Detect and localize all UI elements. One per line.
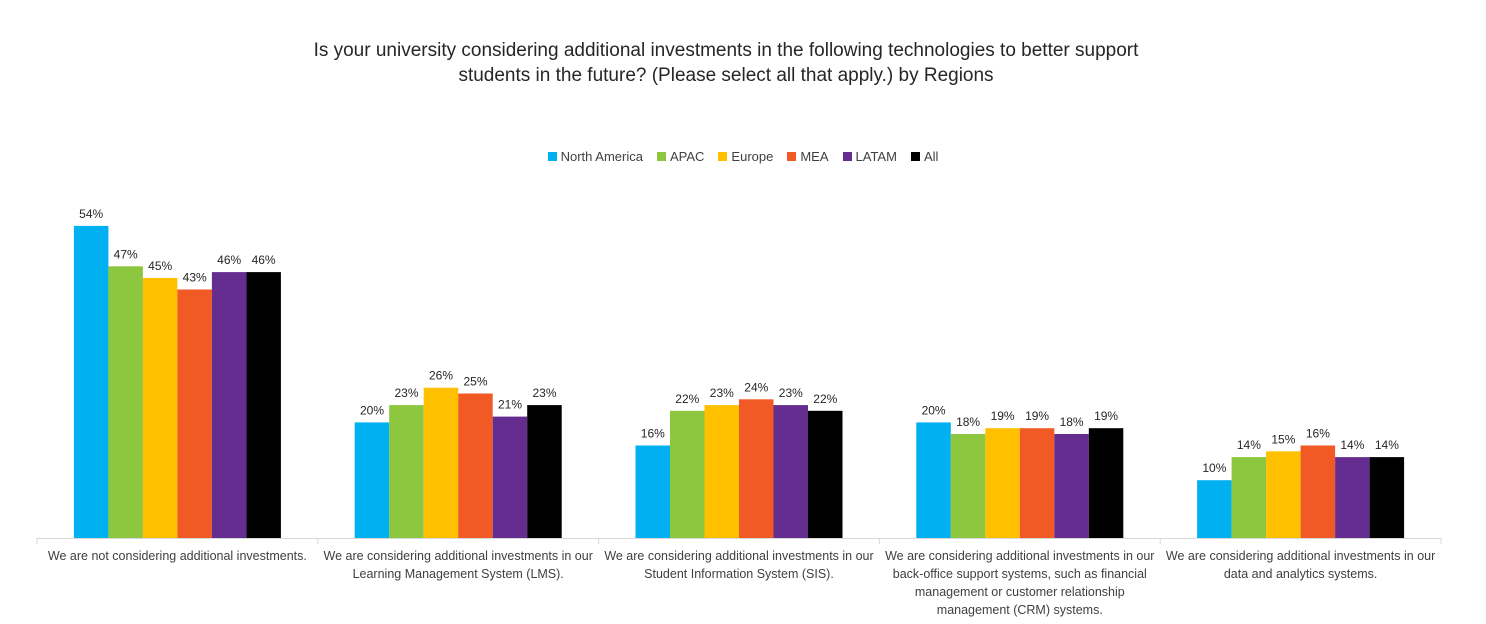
bar: [950, 434, 986, 538]
data-label: 23%: [532, 386, 556, 400]
legend-item-apac: APAC: [656, 149, 705, 164]
legend-item-latam: LATAM: [842, 149, 897, 164]
bar: [704, 405, 739, 538]
legend-item-mea: MEA: [787, 149, 829, 164]
bar: [1300, 445, 1336, 538]
legend-item-europe: Europe: [718, 149, 773, 164]
chart-title-line-1: Is your university considering additiona…: [313, 40, 1139, 61]
bar: [1266, 451, 1301, 538]
category-label: We are considering additional investment…: [323, 549, 593, 581]
data-label: 19%: [991, 409, 1015, 423]
bar: [1231, 457, 1267, 538]
bar: [177, 289, 212, 538]
data-label: 25%: [463, 375, 487, 389]
data-label: 45%: [148, 259, 172, 273]
data-label: 46%: [252, 253, 276, 267]
data-label: 24%: [744, 380, 768, 394]
data-label: 14%: [1340, 438, 1364, 452]
legend-swatch: [787, 152, 797, 161]
bar: [354, 422, 390, 538]
data-label: 54%: [79, 207, 103, 221]
chart-title: Is your university considering additiona…: [0, 38, 1452, 88]
bar: [670, 410, 705, 538]
bar: [1369, 457, 1405, 538]
legend-label: LATAM: [855, 149, 897, 164]
bar: [1335, 457, 1370, 538]
legend-swatch: [656, 152, 666, 161]
bar: [423, 387, 459, 538]
data-label: 22%: [675, 392, 699, 406]
data-label: 22%: [813, 392, 837, 406]
data-label: 23%: [710, 386, 734, 400]
bar: [1054, 434, 1089, 538]
data-label: 20%: [922, 403, 946, 417]
data-label: 47%: [114, 247, 138, 261]
bar: [108, 266, 143, 538]
data-label: 26%: [429, 369, 453, 383]
legend-swatch: [842, 152, 852, 161]
data-label: 43%: [183, 271, 207, 285]
bar: [389, 405, 424, 538]
chart-title-line-2: students in the future? (Please select a…: [458, 65, 994, 86]
bar: [211, 272, 247, 538]
bar: [985, 428, 1020, 538]
bar: [527, 405, 562, 538]
bar: [246, 272, 281, 538]
bar: [73, 225, 109, 538]
data-label: 46%: [217, 253, 241, 267]
bar: [1088, 428, 1124, 538]
bar: [808, 410, 843, 538]
bar: [739, 399, 774, 538]
legend-item-all: All: [910, 149, 939, 164]
data-label: 23%: [779, 386, 803, 400]
bar: [916, 422, 951, 538]
bar: [1197, 480, 1232, 538]
bar: [458, 393, 493, 538]
data-label: 19%: [1025, 409, 1049, 423]
bar: [773, 405, 808, 538]
data-label: 16%: [641, 427, 665, 441]
data-label: 21%: [498, 398, 522, 412]
data-label: 20%: [360, 403, 384, 417]
chart-legend: North America APAC Europe MEA LATAM All: [0, 149, 1486, 164]
bar: [635, 445, 670, 538]
bar: [142, 277, 178, 538]
legend-swatch: [547, 152, 557, 161]
legend-label: Europe: [731, 149, 774, 164]
legend-label: MEA: [800, 149, 829, 164]
category-label: We are considering additional investment…: [1165, 549, 1436, 581]
legend-label: APAC: [669, 149, 705, 164]
legend-swatch: [718, 152, 728, 161]
legend-item-north-america: North America: [547, 149, 643, 164]
legend-swatch: [910, 152, 920, 161]
data-label: 19%: [1094, 409, 1118, 423]
legend-label: North America: [560, 149, 643, 164]
bar: [1019, 428, 1055, 538]
data-label: 23%: [394, 386, 418, 400]
data-label: 15%: [1271, 432, 1295, 446]
legend-label: All: [923, 149, 939, 164]
category-label: We are not considering additional invest…: [47, 549, 307, 563]
category-label: We are considering additional investment…: [885, 549, 1155, 617]
category-label: We are considering additional investment…: [604, 549, 874, 581]
data-label: 16%: [1306, 427, 1330, 441]
data-label: 14%: [1237, 438, 1261, 452]
data-label: 14%: [1375, 438, 1399, 452]
data-label: 18%: [956, 415, 980, 429]
bar: [492, 416, 528, 538]
data-label: 10%: [1202, 461, 1226, 475]
data-label: 18%: [1060, 415, 1084, 429]
